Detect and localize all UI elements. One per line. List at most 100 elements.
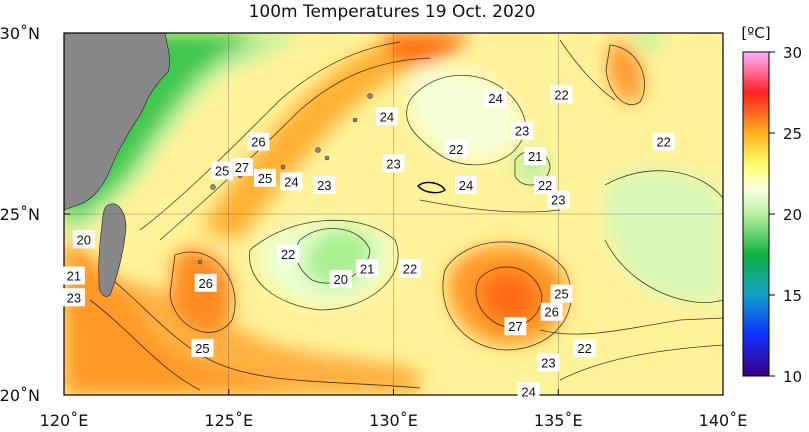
isotherm-label-box [550, 85, 573, 104]
isotherm-label-box [375, 107, 398, 126]
isotherm-label-box [72, 230, 95, 249]
lat-tick-label: 25˚N [0, 205, 40, 224]
lat-tick-label: 20˚N [0, 386, 40, 405]
isotherm-label: 21 [356, 259, 379, 278]
isotherm-label-box [277, 244, 300, 263]
isotherm-label-text: 25 [554, 287, 568, 302]
isotherm-label: 21 [524, 147, 547, 166]
isotherm-label-box [534, 176, 557, 195]
isotherm-label-box [445, 139, 468, 158]
isotherm-label-box [511, 121, 534, 140]
isotherm-label-box [329, 270, 352, 289]
colorbar-tick-label: 30 [783, 44, 802, 62]
isotherm-label-box [382, 154, 405, 173]
isotherm-label: 26 [247, 132, 270, 151]
isotherm-label: 24 [375, 107, 398, 126]
isotherm-label-box [454, 176, 477, 195]
isotherm-label-text: 23 [515, 124, 529, 139]
isotherm-label: 22 [534, 176, 557, 195]
isotherm-label: 23 [511, 121, 534, 140]
isotherm-label-box [547, 190, 570, 209]
axis-ticks: 120˚E 125˚E 130˚E 135˚E 140˚E 30˚N 25˚N 20˚N [0, 24, 747, 430]
isotherm-label-text: 21 [528, 149, 542, 164]
isotherm-label: 23 [313, 176, 336, 195]
isotherm-label-text: 22 [281, 247, 295, 262]
isotherm-label-text: 26 [251, 135, 265, 150]
isotherm-label-text: 21 [67, 269, 81, 284]
isotherm-label-text: 24 [488, 91, 502, 106]
isotherm-label-text: 22 [554, 88, 568, 103]
isotherm-label-text: 24 [459, 178, 473, 193]
isotherm-label: 24 [280, 172, 303, 191]
cool-core-center [305, 228, 373, 287]
isotherm-label: 22 [445, 139, 468, 158]
isotherm-closed-contour [417, 181, 446, 194]
isotherm-label-box [62, 266, 85, 285]
isotherm-label: 25 [191, 338, 214, 357]
lon-tick-label: 130˚E [369, 411, 418, 430]
isotherm-label-text: 22 [656, 135, 670, 150]
isotherm-label-text: 24 [521, 384, 535, 399]
taiwan-landmass [98, 203, 127, 297]
isotherm-label-text: 22 [577, 341, 591, 356]
ryukyu-islands [197, 93, 373, 265]
isotherm-label-box [247, 132, 270, 151]
isotherm-label-box [253, 168, 276, 187]
lon-tick-label: 125˚E [204, 411, 253, 430]
cool-spot-northeast [630, 33, 665, 51]
isotherm-label: 23 [547, 190, 570, 209]
isotherm-label: 27 [230, 157, 253, 176]
isotherm-label: 20 [72, 230, 95, 249]
isotherm-label-box [280, 172, 303, 191]
isotherm-label-text: 21 [360, 261, 374, 276]
isotherm-label-box [540, 302, 563, 321]
cool-patch-east [604, 169, 723, 303]
isotherm-label-box [484, 89, 507, 108]
isotherm-label-box [652, 132, 675, 151]
colorbar-tick-label: 10 [783, 368, 802, 386]
isotherm-label-text: 23 [317, 178, 331, 193]
lat-tick-label: 30˚N [0, 24, 40, 43]
isotherm-label-text: 22 [449, 142, 463, 157]
map-title: 100m Temperatures 19 Oct. 2020 [249, 2, 536, 22]
isotherm-label: 24 [454, 176, 477, 195]
warm-band-kuroshio [200, 33, 460, 240]
isotherm-label-text: 20 [334, 272, 348, 287]
graticule [64, 33, 723, 395]
isotherm-label: 22 [277, 244, 300, 263]
isotherm-label-box [313, 176, 336, 195]
isotherm-label: 25 [550, 284, 573, 303]
isotherm-label-text: 22 [403, 261, 417, 276]
warm-spot-northeast [607, 40, 644, 103]
lon-tick-label: 140˚E [699, 411, 748, 430]
isotherm-label-text: 22 [538, 178, 552, 193]
isotherm-label: 23 [382, 154, 405, 173]
colorbar [742, 51, 770, 377]
isotherm-label-box [211, 161, 234, 180]
isotherm-label-box [230, 157, 253, 176]
isotherm-label-text: 24 [380, 109, 394, 124]
isotherm-label: 20 [329, 270, 352, 289]
isotherm-label-text: 27 [235, 160, 249, 175]
colorbar-ticks: 10 15 20 25 30 [769, 44, 802, 386]
isotherm-label-text: 26 [544, 305, 558, 320]
isotherm-label: 25 [253, 168, 276, 187]
isotherm-label: 24 [517, 382, 540, 401]
isotherm-label-box [537, 353, 560, 372]
isotherm-lines [89, 39, 723, 391]
isotherm-label-text: 24 [284, 174, 298, 189]
isotherm-label: 22 [398, 259, 421, 278]
isotherm-label-text: 23 [386, 156, 400, 171]
warm-eddy-east-core [481, 271, 539, 324]
isotherm-label-text: 20 [77, 232, 91, 247]
isotherm-label-box [550, 284, 573, 303]
isotherm-label-box [194, 273, 217, 292]
isotherm-label-box [504, 317, 527, 336]
isotherm-label-text: 23 [551, 193, 565, 208]
colorbar-unit: [ºC] [741, 24, 770, 42]
isotherm-label: 22 [550, 85, 573, 104]
isotherm-label-text: 23 [541, 355, 555, 370]
isotherm-label-text: 23 [67, 290, 81, 305]
isotherm-label-text: 26 [198, 276, 212, 291]
